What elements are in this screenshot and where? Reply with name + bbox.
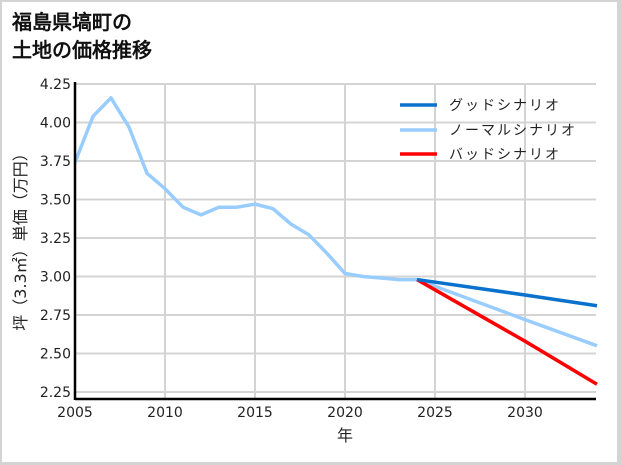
- title-line-2: 土地の価格推移: [12, 38, 152, 62]
- chart-card: [2, 2, 617, 462]
- y-tick-label: 3.75: [40, 154, 71, 170]
- legend-label-normal: ノーマルシナリオ: [449, 123, 577, 139]
- title-line-1: 福島県塙町の: [12, 10, 132, 34]
- y-tick-label: 4.25: [40, 77, 71, 93]
- x-tick-label: 2020: [327, 405, 363, 421]
- y-tick-label: 2.75: [40, 308, 71, 324]
- x-axis-label: 年: [337, 426, 353, 445]
- x-tick-label: 2015: [237, 405, 273, 421]
- y-tick-label: 2.50: [40, 347, 71, 363]
- y-tick-label: 2.25: [40, 385, 71, 401]
- series-line-good: [416, 277, 598, 308]
- series-line-bad: [416, 278, 598, 386]
- chart-title: 福島県塙町の 土地の価格推移: [12, 8, 152, 64]
- data-series: [73, 96, 598, 386]
- x-tick-label: 2005: [57, 405, 93, 421]
- y-tick-label: 3.00: [40, 270, 71, 286]
- series-line-normal: [73, 96, 598, 348]
- x-tick-label: 2025: [417, 405, 453, 421]
- x-tick-label: 2030: [507, 405, 543, 421]
- tick-labels: 2.25 2.50 2.75 3.00 3.25 3.50 3.75 4.00 4.25 2005…: [40, 77, 543, 421]
- x-tick-label: 2010: [147, 405, 183, 421]
- axes: [73, 82, 596, 401]
- legend-label-good: グッドシナリオ: [449, 98, 561, 114]
- y-axis-label: 坪（3.3㎡）単価（万円）: [11, 145, 30, 330]
- y-tick-label: 3.50: [40, 193, 71, 209]
- y-tick-label: 4.00: [40, 116, 71, 132]
- grid-lines: [75, 83, 596, 399]
- legend-label-bad: バッドシナリオ: [449, 147, 561, 163]
- y-tick-label: 3.25: [40, 231, 71, 247]
